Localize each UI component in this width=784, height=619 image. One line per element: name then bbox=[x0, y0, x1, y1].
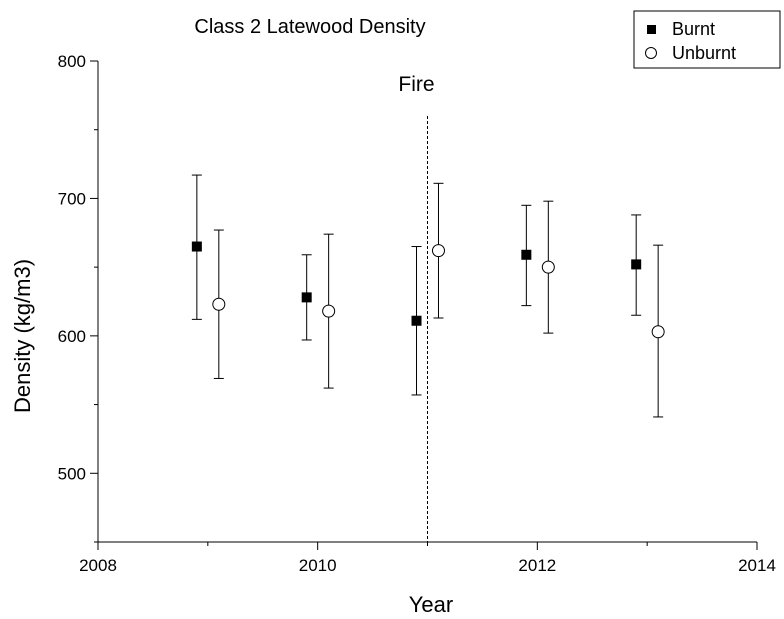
legend-label: Burnt bbox=[672, 19, 715, 39]
legend-label: Unburnt bbox=[672, 43, 736, 63]
x-axis-label: Year bbox=[409, 592, 453, 617]
data-point-unburnt bbox=[541, 260, 555, 274]
data-marks bbox=[191, 174, 665, 418]
fire-label: Fire bbox=[398, 73, 434, 96]
data-point-unburnt bbox=[651, 325, 665, 339]
x-tick-label: 2008 bbox=[79, 556, 117, 575]
x-tick-label: 2010 bbox=[299, 556, 337, 575]
data-point-unburnt bbox=[431, 244, 445, 258]
legend: Burnt Unburnt bbox=[633, 10, 781, 69]
data-point-burnt bbox=[521, 249, 532, 260]
x-tick-label: 2014 bbox=[738, 556, 776, 575]
series-burnt bbox=[191, 174, 642, 396]
y-tick-label: 500 bbox=[58, 464, 86, 483]
x-tick-label: 2012 bbox=[518, 556, 556, 575]
data-point-unburnt bbox=[212, 297, 226, 311]
y-tick-label: 800 bbox=[58, 52, 86, 71]
axes: 500 600 700 800 2008 2010 2012 2014 bbox=[58, 52, 776, 575]
data-point-unburnt bbox=[322, 304, 336, 318]
annotations: Fire bbox=[398, 73, 435, 542]
data-point-burnt bbox=[631, 259, 642, 270]
data-point-burnt bbox=[301, 292, 312, 303]
legend-box bbox=[633, 10, 781, 69]
legend-marker-burnt bbox=[647, 25, 656, 34]
y-tick-label: 600 bbox=[58, 327, 86, 346]
series-unburnt bbox=[212, 182, 665, 418]
chart-title: Class 2 Latewood Density bbox=[194, 16, 425, 38]
legend-marker-unburnt bbox=[645, 47, 657, 59]
data-point-burnt bbox=[191, 241, 202, 252]
y-tick-label: 700 bbox=[58, 189, 86, 208]
data-point-burnt bbox=[411, 315, 422, 326]
y-axis-label: Density (kg/m3) bbox=[10, 259, 35, 413]
